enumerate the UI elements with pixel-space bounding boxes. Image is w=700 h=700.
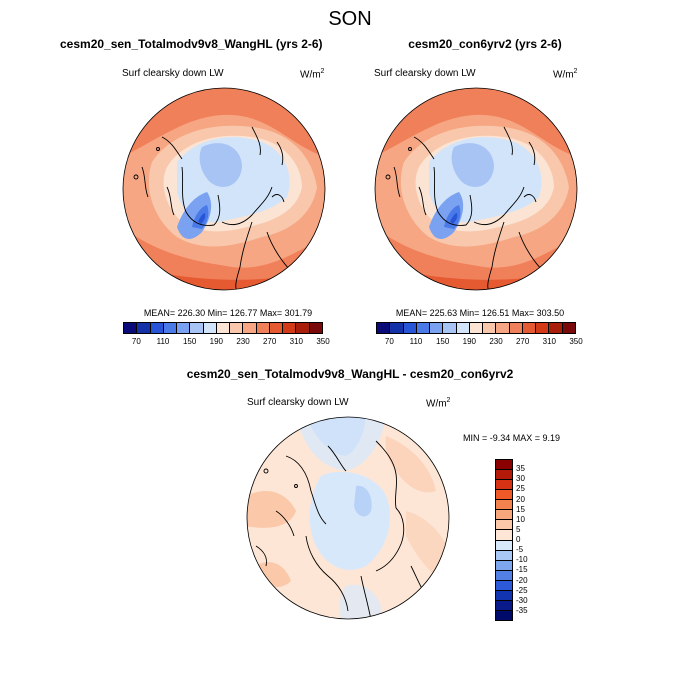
colorbar-swatch (496, 500, 512, 511)
colorbar-swatch (456, 323, 470, 333)
colorbar-tick-label: 20 (516, 494, 525, 504)
colorbar-tick-label: 270 (515, 337, 530, 346)
colorbar-swatch (496, 580, 512, 591)
colorbar-swatch (216, 323, 231, 333)
colorbar-swatch (283, 323, 297, 333)
colorbar-tick-label: 150 (182, 337, 197, 346)
panel-1-colorbar-labels: 70 110 150 190 230 270 310 350 (123, 337, 330, 349)
colorbar-tick-label: 110 (409, 337, 423, 346)
colorbar-swatch (150, 323, 164, 333)
colorbar-swatch (377, 323, 391, 333)
colorbar-tick-label: 310 (289, 337, 303, 346)
panel-3-stats: MIN = -9.34 MAX = 9.19 (463, 433, 561, 443)
panel-2-colorbar (376, 322, 576, 334)
colorbar-swatch (522, 323, 537, 333)
colorbar-tick-label: 190 (462, 337, 476, 346)
colorbar-tick-label: 70 (384, 337, 394, 346)
panel-1-units-label: W/m2 (300, 68, 325, 81)
colorbar-swatch (203, 323, 217, 333)
panel-3-title: cesm20_sen_Totalmodv9v8_WangHL - cesm20_… (186, 367, 514, 381)
colorbar-tick-label: 150 (435, 337, 450, 346)
colorbar-swatch (137, 323, 151, 333)
colorbar-swatch (309, 323, 322, 333)
panel-2-stats: MEAN= 225.63 Min= 126.51 Max= 303.50 (395, 308, 565, 318)
colorbar-swatch (496, 550, 512, 561)
colorbar-tick-label: 35 (516, 464, 525, 474)
colorbar-swatch (469, 323, 484, 333)
colorbar-tick-label: 30 (516, 474, 525, 484)
colorbar-swatch (163, 323, 178, 333)
colorbar-tick-label: 0 (516, 535, 521, 544)
colorbar-tick-label: 270 (262, 337, 277, 346)
colorbar-tick-label: -25 (516, 585, 528, 595)
colorbar-swatch (443, 323, 457, 333)
colorbar-tick-label: 310 (542, 337, 556, 346)
figure-title: SON (328, 8, 372, 30)
colorbar-swatch (496, 510, 512, 521)
colorbar-swatch (496, 600, 512, 611)
colorbar-tick-label: 190 (209, 337, 223, 346)
colorbar-swatch (496, 323, 510, 333)
colorbar-tick-label: -15 (516, 565, 528, 575)
colorbar-tick-label: -10 (516, 555, 528, 565)
panel-2-units-label: W/m2 (553, 68, 578, 81)
colorbar-tick-label: 110 (156, 337, 170, 346)
panel-2-colorbar-labels: 70 110 150 190 230 270 310 350 (376, 337, 583, 349)
colorbar-swatch (177, 323, 191, 333)
colorbar-tick-label: 350 (569, 337, 583, 346)
panel-2-title: cesm20_con6yrv2 (yrs 2-6) (408, 37, 562, 51)
colorbar-swatch (549, 323, 563, 333)
colorbar-swatch (243, 323, 257, 333)
panel-3-polar-map (246, 416, 450, 620)
colorbar-tick-label: -5 (516, 545, 524, 555)
panel-3-colorbar (495, 459, 513, 621)
colorbar-swatch (416, 323, 431, 333)
colorbar-swatch (190, 323, 204, 333)
colorbar-swatch (496, 520, 512, 531)
panel-1-polar-map (122, 87, 326, 291)
colorbar-swatch (496, 460, 512, 471)
colorbar-swatch (483, 323, 497, 333)
colorbar-swatch (496, 610, 512, 620)
colorbar-tick-label: 15 (516, 504, 525, 514)
colorbar-swatch (430, 323, 444, 333)
colorbar-tick-label: 25 (516, 484, 525, 494)
colorbar-tick-label: 5 (516, 524, 521, 534)
panel-3-units-label: W/m2 (426, 397, 451, 410)
colorbar-swatch (296, 323, 310, 333)
colorbar-swatch (390, 323, 404, 333)
panel-1-variable-label: Surf clearsky down LW (122, 68, 224, 79)
panel-3-colorbar-labels: 35 30 25 20 15 10 5 0 -5 -10 -15 -20 -25 -30 -35 (516, 459, 546, 621)
panel-1-stats: MEAN= 226.30 Min= 126.77 Max= 301.79 (143, 308, 313, 318)
colorbar-swatch (496, 540, 512, 551)
colorbar-swatch (562, 323, 575, 333)
colorbar-swatch (496, 560, 512, 571)
colorbar-tick-label: -35 (516, 605, 528, 615)
colorbar-tick-label: -20 (516, 575, 528, 585)
colorbar-swatch (124, 323, 138, 333)
colorbar-swatch (496, 590, 512, 601)
colorbar-tick-label: 230 (489, 337, 503, 346)
colorbar-tick-label: 350 (316, 337, 330, 346)
colorbar-swatch (496, 490, 512, 501)
colorbar-tick-label: -30 (516, 595, 528, 605)
colorbar-swatch (496, 470, 512, 481)
colorbar-tick-label: 10 (516, 514, 525, 524)
panel-3-variable-label: Surf clearsky down LW (247, 397, 349, 408)
colorbar-swatch (256, 323, 270, 333)
colorbar-swatch (403, 323, 417, 333)
colorbar-swatch (269, 323, 284, 333)
colorbar-swatch (496, 570, 512, 581)
panel-1-title: cesm20_sen_Totalmodv9v8_WangHL (yrs 2-6) (60, 37, 323, 51)
panel-2-polar-map (374, 87, 578, 291)
colorbar-tick-label: 70 (131, 337, 141, 346)
colorbar-swatch (536, 323, 550, 333)
colorbar-swatch (230, 323, 244, 333)
colorbar-swatch (496, 480, 512, 491)
colorbar-swatch (509, 323, 523, 333)
panel-2-variable-label: Surf clearsky down LW (374, 68, 476, 79)
panel-1-colorbar (123, 322, 323, 334)
colorbar-swatch (496, 530, 512, 541)
colorbar-tick-label: 230 (236, 337, 250, 346)
